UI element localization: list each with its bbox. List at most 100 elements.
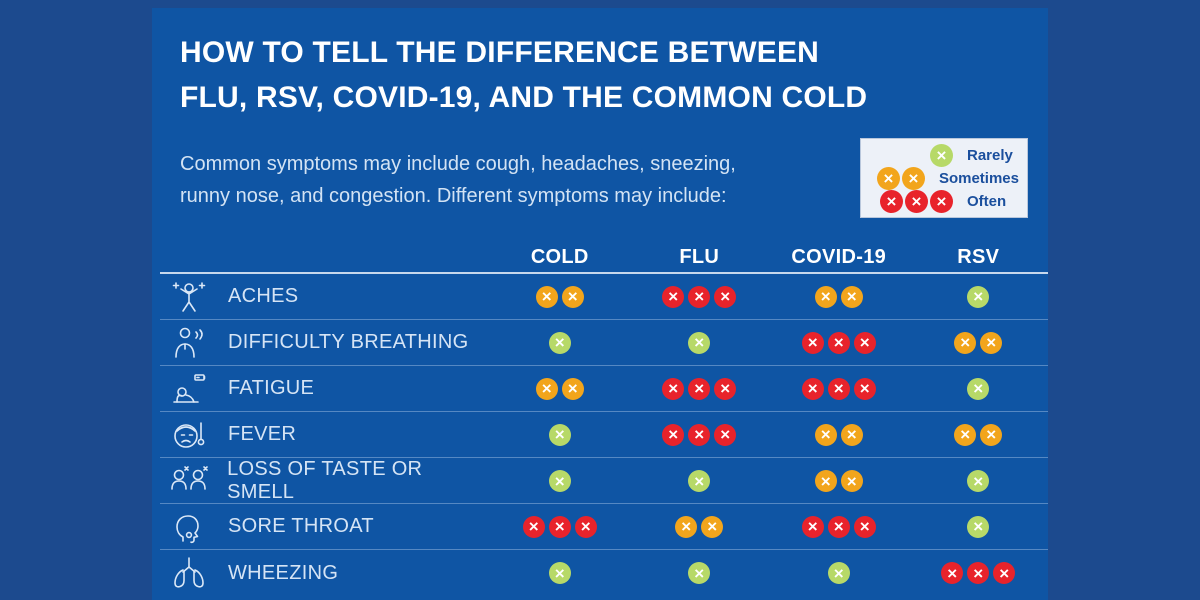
sometimes-dot: × — [954, 423, 977, 446]
sometimes-dot: × — [561, 377, 584, 400]
cell-fatigue-rsv: × — [909, 377, 1049, 400]
cell-wheezing-cold: × — [490, 562, 630, 584]
table-row-loss-of-taste-or-smell: LOSS OF TASTE OR SMELL × × × × × — [160, 458, 1048, 504]
table-row-aches: ACHES × × × × × × × × — [160, 274, 1048, 320]
sometimes-dot: × — [980, 331, 1003, 354]
often-dot: × — [574, 515, 597, 538]
often-dot: × — [853, 331, 876, 354]
rarely-dot: × — [548, 423, 571, 446]
often-dot: × — [522, 515, 545, 538]
sometimes-dot: × — [814, 285, 837, 308]
cell-throat-cold: × × × — [490, 515, 630, 538]
fever-icon — [166, 415, 212, 455]
cell-fever-flu: × × × — [630, 423, 770, 446]
sometimes-dot: × — [535, 377, 558, 400]
table-row-fatigue: FATIGUE × × × × × × × × × — [160, 366, 1048, 412]
legend-label-sometimes: Sometimes — [938, 169, 1019, 187]
rarely-dots: × — [869, 143, 953, 167]
symptom-cell: FATIGUE — [160, 369, 490, 409]
cell-throat-flu: × × — [630, 515, 770, 538]
often-dot: × — [662, 377, 685, 400]
rarely-dot: × — [548, 331, 571, 354]
symptom-cell: DIFFICULTY BREATHING — [160, 323, 490, 363]
table-row-sore-throat: SORE THROAT × × × × × × × × × — [160, 504, 1048, 550]
often-dot: × — [801, 331, 824, 354]
rarely-dot: × — [548, 562, 571, 584]
legend-label-often: Often — [967, 192, 1007, 210]
cell-wheezing-rsv: × × × — [909, 562, 1049, 584]
often-dot: × — [714, 285, 737, 308]
often-dot: × — [853, 377, 876, 400]
rarely-dot: × — [688, 562, 711, 584]
symptom-label: ACHES — [228, 285, 299, 307]
often-dot: × — [688, 285, 711, 308]
sometimes-dot: × — [561, 285, 584, 308]
column-header-covid19: COVID-19 — [791, 245, 887, 268]
often-dot: × — [941, 562, 964, 584]
column-header-flu: FLU — [679, 245, 720, 268]
often-dot: × — [993, 562, 1016, 584]
symptom-cell: WHEEZING — [160, 553, 490, 593]
column-header-cold: COLD — [530, 245, 589, 268]
table-header-row: COLD FLU COVID-19 RSV — [160, 242, 1048, 274]
cell-breathing-rsv: × × — [909, 331, 1049, 354]
legend-label-rarely: Rarely — [967, 146, 1013, 164]
rarely-dot: × — [967, 285, 990, 308]
cell-wheezing-flu: × — [630, 562, 770, 584]
legend-row-often: × × × Often — [869, 189, 1019, 213]
page-title: HOW TO TELL THE DIFFERENCE BETWEEN FLU, … — [180, 30, 867, 120]
sore-throat-icon — [166, 507, 212, 547]
rarely-dot: × — [967, 470, 990, 492]
cell-throat-rsv: × — [909, 515, 1049, 538]
often-dot: × — [714, 423, 737, 446]
cell-taste-cold: × — [490, 470, 630, 492]
sometimes-dot: × — [814, 423, 837, 446]
wheezing-icon — [166, 553, 212, 593]
legend-row-rarely: × Rarely — [869, 143, 1019, 167]
sometimes-dot: × — [840, 470, 863, 492]
often-dot: × — [967, 562, 990, 584]
symptom-table: COLD FLU COVID-19 RSV ACHES × × — [160, 242, 1048, 596]
symptom-cell: ACHES — [160, 277, 490, 317]
symptom-cell: SORE THROAT — [160, 507, 490, 547]
symptom-cell: LOSS OF TASTE OR SMELL — [160, 458, 490, 504]
intro-line1: Common symptoms may include cough, heada… — [180, 153, 736, 175]
sometimes-dot: × — [535, 285, 558, 308]
often-dot: × — [827, 331, 850, 354]
rarely-dot: × — [827, 562, 850, 584]
often-dot: × — [662, 285, 685, 308]
symptom-label: FEVER — [228, 423, 297, 445]
often-dot: × — [905, 189, 928, 213]
legend-row-sometimes: × × Sometimes — [869, 166, 1019, 190]
intro-line2: runny nose, and congestion. Different sy… — [180, 185, 727, 207]
cell-fatigue-cold: × × — [490, 377, 630, 400]
sometimes-dots: × × — [869, 166, 925, 190]
loss-of-taste-smell-icon — [166, 461, 211, 501]
often-dot: × — [827, 377, 850, 400]
cell-taste-rsv: × — [909, 470, 1049, 492]
symptom-label: LOSS OF TASTE OR SMELL — [227, 458, 423, 503]
cell-aches-covid19: × × — [769, 285, 909, 308]
sometimes-dot: × — [701, 515, 724, 538]
rarely-dot: × — [548, 470, 571, 492]
column-header-rsv: RSV — [957, 245, 1000, 268]
often-dot: × — [827, 515, 850, 538]
cell-aches-rsv: × — [909, 285, 1049, 308]
cell-throat-covid19: × × × — [769, 515, 909, 538]
often-dot: × — [853, 515, 876, 538]
cell-breathing-cold: × — [490, 331, 630, 354]
rarely-dot: × — [967, 377, 990, 400]
table-row-wheezing: WHEEZING × × × × × × — [160, 550, 1048, 596]
cell-fever-rsv: × × — [909, 423, 1049, 446]
often-dot: × — [801, 515, 824, 538]
often-dot: × — [801, 377, 824, 400]
rarely-dot: × — [688, 470, 711, 492]
often-dots: × × × — [869, 189, 953, 213]
fatigue-icon — [166, 369, 212, 409]
sometimes-dot: × — [840, 285, 863, 308]
severity-legend: × Rarely × × Sometimes × × × Often — [860, 138, 1028, 218]
rarely-dot: × — [688, 331, 711, 354]
symptom-label: WHEEZING — [228, 561, 339, 584]
difficulty-breathing-icon — [166, 323, 212, 363]
cell-wheezing-covid19: × — [769, 562, 909, 584]
